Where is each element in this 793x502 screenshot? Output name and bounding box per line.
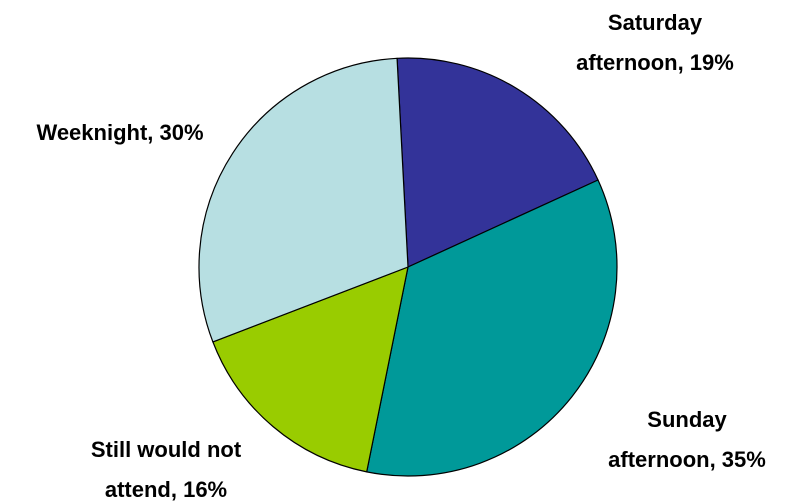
pie-slice-saturday-afternoon (396, 57, 599, 268)
pie-label-line: Sunday (647, 407, 727, 432)
pie-label-still-would-not-attend: Still would not attend, 16% (91, 437, 242, 502)
pie-label-saturday-afternoon: Saturday afternoon, 19% (576, 10, 734, 75)
pie-slices (198, 57, 618, 477)
pie-label-sunday-afternoon: Sunday afternoon, 35% (608, 407, 766, 472)
pie-label-line: Weeknight, 30% (36, 120, 203, 145)
pie-slice-sunday-afternoon (366, 179, 618, 477)
pie-label-line: Saturday (608, 10, 703, 35)
pie-slice-weeknight (198, 57, 409, 343)
pie-slice-still-would-not-attend (212, 266, 409, 473)
pie-label-weeknight: Weeknight, 30% (36, 120, 203, 145)
pie-labels: Saturday afternoon, 19% Sunday afternoon, 3… (36, 10, 765, 502)
pie-label-line: afternoon, 19% (576, 50, 734, 75)
pie-label-line: afternoon, 35% (608, 447, 766, 472)
pie-label-line: Still would not (91, 437, 242, 462)
pie-label-line: attend, 16% (105, 477, 227, 502)
